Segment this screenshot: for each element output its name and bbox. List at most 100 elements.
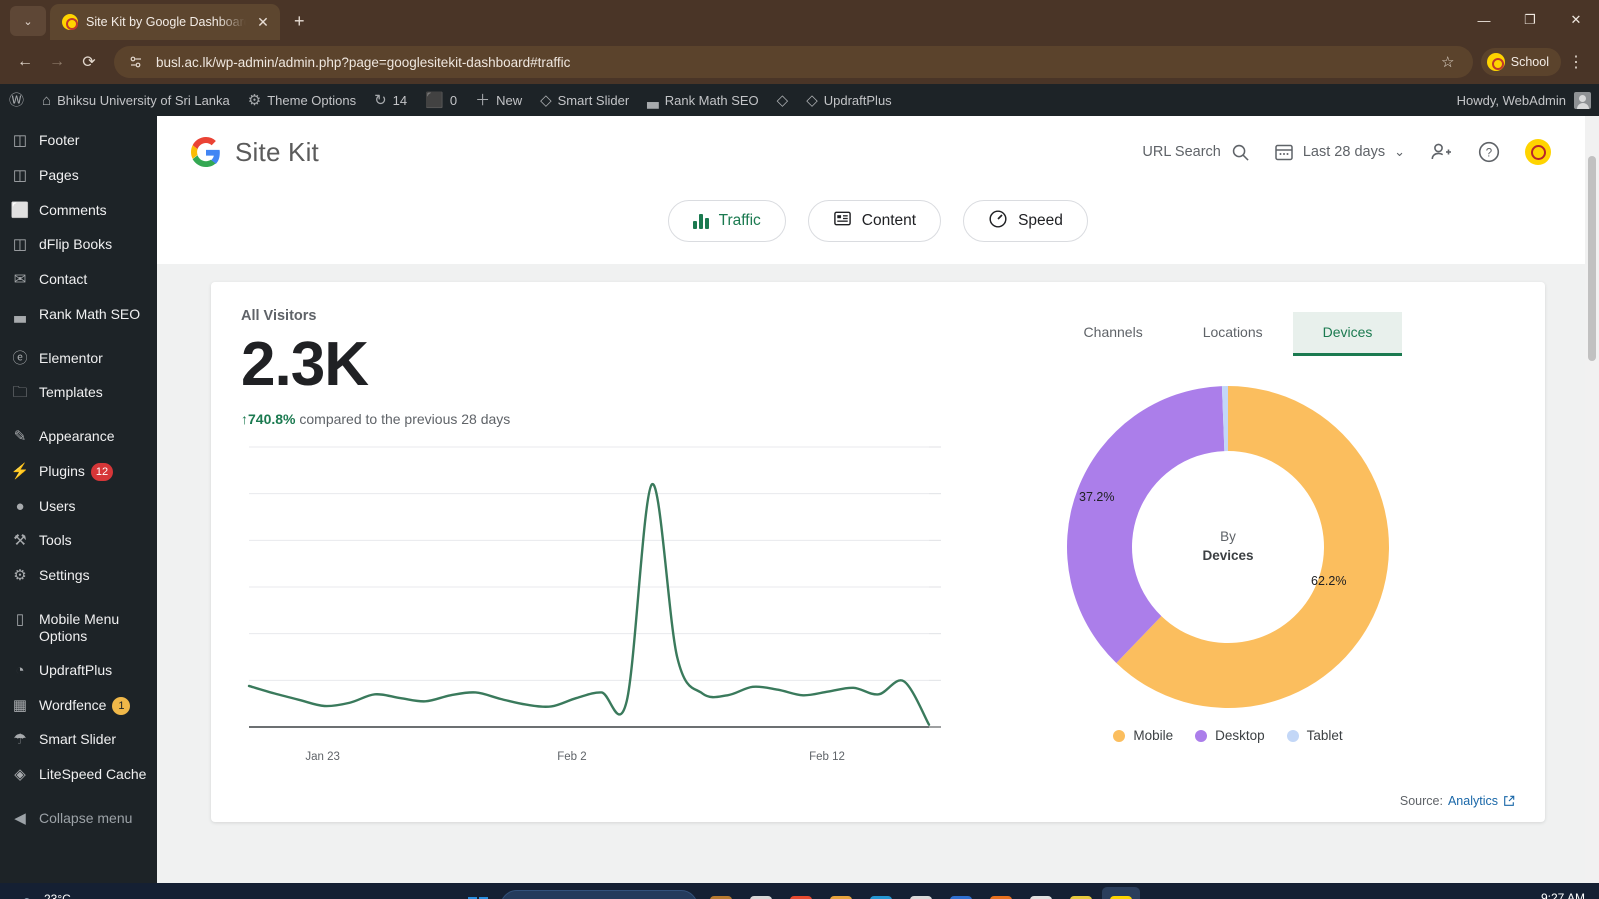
devices-tab-locations[interactable]: Locations <box>1202 324 1263 340</box>
sidebar-item-litespeed-cache[interactable]: ◈ LiteSpeed Cache <box>0 758 157 793</box>
sidebar-item-appearance[interactable]: ✎ Appearance <box>0 420 157 455</box>
sidebar-item-mobile-menu-options[interactable]: ▯ Mobile Menu Options <box>0 603 157 654</box>
admin-bar-account[interactable]: Howdy, WebAdmin <box>1457 91 1599 109</box>
profile-button[interactable]: School <box>1480 48 1561 76</box>
admin-bar-item-label: Smart Slider <box>557 92 630 108</box>
close-window-button[interactable]: ✕ <box>1570 12 1582 27</box>
x-axis-label: Jan 23 <box>305 751 340 764</box>
minimize-button[interactable]: — <box>1477 12 1491 28</box>
legend-item-desktop[interactable]: Desktop <box>1195 728 1265 743</box>
weather-widget[interactable]: 23°C Rain showers <box>0 891 117 899</box>
taskbar-app-firefox[interactable]: ◉ <box>982 887 1020 899</box>
tab-content[interactable]: Content <box>807 200 942 242</box>
help-icon[interactable]: ? <box>1477 140 1501 164</box>
comment-icon: ⬜ <box>10 201 30 219</box>
profile-label: School <box>1510 55 1549 69</box>
tab-search-button[interactable]: ⌄ <box>10 6 46 36</box>
new-tab-button[interactable]: + <box>294 11 305 31</box>
sidebar-item-templates[interactable]: 🗀 Templates <box>0 376 157 411</box>
legend-item-mobile[interactable]: Mobile <box>1113 728 1173 743</box>
devices-tab-devices[interactable]: Devices <box>1292 312 1403 356</box>
sidebar-item-users[interactable]: ● Users <box>0 490 157 525</box>
admin-bar-item-bhiksu-university-of-sri-lanka[interactable]: ⌂ Bhiksu University of Sri Lanka <box>33 84 239 116</box>
sidebar-item-footer[interactable]: ◫ Footer <box>0 124 157 159</box>
devices-tab-channels[interactable]: Channels <box>1083 324 1143 340</box>
litespeed-icon: ◈ <box>14 766 26 783</box>
bookmark-icon[interactable]: ☆ <box>1441 54 1455 71</box>
url-search-button[interactable]: URL Search <box>1142 143 1249 162</box>
donut-center-line2: Devices <box>1202 548 1254 563</box>
sidebar-item-collapse-menu[interactable]: ◀ Collapse menu <box>0 802 157 837</box>
clock[interactable]: 9:27 AM 2/18/2026 <box>1532 890 1585 899</box>
sidebar-item-settings[interactable]: ⚙ Settings <box>0 559 157 594</box>
browser-menu-icon[interactable]: ⋮ <box>1568 54 1584 71</box>
wordfence-icon: ▦ <box>12 696 28 714</box>
add-user-icon[interactable] <box>1429 140 1453 164</box>
sidebar-item-contact[interactable]: ✉ Contact <box>0 263 157 298</box>
back-icon[interactable]: ← <box>17 53 33 70</box>
sidebar-item-wordfence[interactable]: ▦ Wordfence 1 <box>0 689 157 724</box>
admin-bar-item-rank-math-seo[interactable]: ▃ Rank Math SEO <box>638 84 767 116</box>
sidebar-item-updraftplus[interactable]: ◔ UpdraftPlus <box>0 654 157 689</box>
admin-bar-item-updraftplus[interactable]: ◇ UpdraftPlus <box>797 84 900 116</box>
wordpress-logo-icon: Ⓦ <box>9 91 25 109</box>
browser-tab[interactable]: Site Kit by Google Dashboard ‹ ✕ <box>50 4 280 40</box>
external-link-icon <box>1504 795 1515 806</box>
taskbar-app-microsoft-store[interactable]: ▦ <box>902 887 940 899</box>
tab-traffic[interactable]: Traffic <box>668 200 786 242</box>
user-avatar[interactable] <box>1525 139 1551 165</box>
clock-time: 9:27 AM <box>1540 891 1585 899</box>
sidebar-item-comments[interactable]: ⬜ Comments <box>0 194 157 229</box>
taskbar-app-chrome[interactable]: ◎ <box>1022 887 1060 899</box>
admin-bar-item-new[interactable]: ＋ New <box>466 84 531 116</box>
sidebar-item-label: Settings <box>39 567 90 583</box>
admin-bar-item-label: Theme Options <box>267 92 357 108</box>
admin-bar-item-litespeed-icon[interactable]: ◇ <box>768 84 798 116</box>
address-bar[interactable]: busl.ac.lk/wp-admin/admin.php?page=googl… <box>114 46 1473 78</box>
start-button[interactable] <box>460 889 496 899</box>
scrollbar-thumb[interactable] <box>1588 156 1596 361</box>
admin-bar-item-label: UpdraftPlus <box>823 92 892 108</box>
sidebar-item-tools[interactable]: ⚒ Tools <box>0 524 157 559</box>
donut-legend: Mobile Desktop Tablet <box>1113 728 1343 743</box>
tab-speed[interactable]: Speed <box>963 200 1088 242</box>
sidebar-item-elementor[interactable]: ⓔ Elementor <box>0 342 157 377</box>
sidebar-item-rank-math-seo[interactable]: ▃ Rank Math SEO <box>0 298 157 333</box>
taskbar-app-chrome-active[interactable]: ◎ <box>1101 887 1140 899</box>
admin-bar-item-14[interactable]: ↻ 14 <box>365 84 416 116</box>
source-link[interactable]: Analytics <box>1447 794 1498 808</box>
legend-item-tablet[interactable]: Tablet <box>1286 728 1343 743</box>
taskbar-app-edge[interactable]: ◎ <box>862 887 900 899</box>
taskbar-app-microsoft-365[interactable]: M365 <box>782 887 820 899</box>
taskbar-search[interactable]: Search <box>499 890 698 899</box>
sidebar-item-dflip-books[interactable]: ◫ dFlip Books <box>0 228 157 263</box>
admin-bar-item-smart-slider[interactable]: ◇ Smart Slider <box>531 84 638 116</box>
admin-bar-item-0[interactable]: ⬛ 0 <box>416 84 466 116</box>
sitekit-logo: Site Kit <box>191 137 319 168</box>
sidebar-badge: 12 <box>90 463 114 482</box>
devices-pane: Channels Locations Devices By Devices 37.2… <box>941 308 1515 802</box>
admin-bar-item-label: New <box>496 92 523 108</box>
sidebar-item-pages[interactable]: ◫ Pages <box>0 159 157 194</box>
taskbar-app-outlook[interactable]: ◐ <box>942 887 980 899</box>
reload-icon[interactable]: ⟳ <box>82 54 96 71</box>
sidebar-item-smart-slider[interactable]: ☂ Smart Slider <box>0 723 157 758</box>
microsoft-store-icon: ▦ <box>909 896 932 899</box>
taskbar-app-folder[interactable]: 🗀 <box>822 887 860 899</box>
sidebar-item-plugins[interactable]: ⚡ Plugins 12 <box>0 455 157 490</box>
plug-icon: ⚡ <box>10 462 30 480</box>
traffic-card: All Visitors 2.3K ↑740.8% compared to th… <box>211 282 1545 822</box>
taskbar-app-file-explorer[interactable]: ▭ <box>742 887 780 899</box>
admin-bar-item-wordpress-logo-icon[interactable]: Ⓦ <box>0 84 33 116</box>
forward-icon[interactable]: → <box>49 53 65 70</box>
taskbar-app-copilot[interactable] <box>702 887 740 899</box>
close-icon[interactable]: ✕ <box>257 13 269 30</box>
site-settings-icon[interactable] <box>126 52 146 72</box>
sitekit-dashboard: Site Kit URL Search Last 28 da <box>157 116 1599 883</box>
tab-label: Speed <box>1018 212 1063 229</box>
page-scrollbar[interactable] <box>1585 116 1599 883</box>
date-range-selector[interactable]: Last 28 days ⌄ <box>1274 142 1405 162</box>
taskbar-app-chrome-canary[interactable]: ◎ <box>1062 887 1100 899</box>
admin-bar-item-theme-options[interactable]: ⚙ Theme Options <box>239 84 365 116</box>
maximize-button[interactable]: ❐ <box>1524 12 1536 27</box>
